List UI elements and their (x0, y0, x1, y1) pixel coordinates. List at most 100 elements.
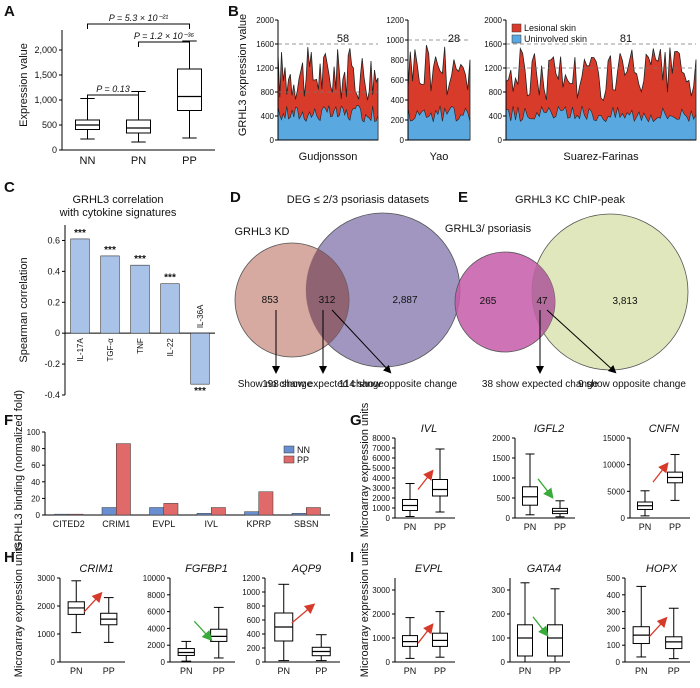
h-crim1-ytick-label: 0 (51, 658, 56, 667)
panel-a-ylabel: Expression value (18, 43, 30, 127)
panel-e-title: GRHL3 KC ChIP-peak (515, 194, 626, 206)
c-significance-label: *** (134, 254, 146, 265)
panel-letter-b: B (228, 3, 239, 20)
g-igfl2-ytick-label: 1500 (492, 454, 510, 463)
a-ytick-label: 500 (42, 120, 57, 130)
b-dataset-name: Gudjonsson (299, 151, 358, 163)
h-crim1-ytick-label: 2000 (37, 602, 55, 611)
g-cnfn-category-label: PN (639, 522, 652, 532)
venn-e-arrow-2 (546, 309, 617, 374)
panel-letter-f: F (4, 412, 13, 429)
venn-d-set-label: GRHL3 KD (234, 226, 289, 238)
f-bar-pp (258, 491, 274, 516)
f-bar-nn (244, 511, 259, 516)
c-ytick-label: -0.4 (44, 390, 60, 400)
panel-letter-e: E (458, 189, 468, 206)
f-bar-nn (291, 513, 307, 516)
venn-e-overlap (531, 263, 555, 334)
h-aqp9-ytick-label: 400 (247, 630, 261, 639)
a-pvalue-bracket (87, 23, 190, 29)
panel-letter-g: G (350, 412, 362, 429)
c-ytick-label: -0.2 (44, 359, 60, 369)
c-bar (190, 332, 210, 385)
g-cnfn-ytick-label: 5000 (607, 487, 625, 496)
b-sample-count: 58 (337, 33, 349, 45)
a-box (177, 68, 202, 111)
c-significance-label: *** (194, 386, 206, 397)
g-igfl2-ytick-label: 2000 (492, 434, 510, 443)
venn-e-set-label: GRHL3/ psoriasis (445, 223, 532, 235)
i-hopx-ytick-label: 200 (607, 624, 621, 633)
f-category-label: KPRP (246, 519, 271, 529)
panel-d-venn: DEG ≤ 2/3 psoriasis datasets GRHL3 KD 85… (234, 194, 461, 390)
i-hopx-ytick-label: 300 (607, 608, 621, 617)
legend-label-lesional: Lesional skin (524, 23, 576, 33)
g-ivl-ytick-label: 0 (386, 514, 391, 523)
gene-title-igfl2: IGFL2 (534, 423, 565, 435)
i-hopx-category-label: PN (635, 666, 648, 676)
b-ytick-label: 0 (270, 136, 275, 145)
i-hopx-ytick-label: 400 (607, 591, 621, 600)
h-fgfbp1-ytick-label: 0 (161, 658, 166, 667)
panel-c-title: GRHL3 correlation (72, 194, 163, 206)
f-category-label: CRIM1 (102, 519, 130, 529)
g-igfl2-ytick-label: 0 (506, 514, 511, 523)
i-gata4-box (517, 624, 533, 657)
venn-e-note-2: 9 show opposite change (578, 379, 686, 390)
trend-arrow-cnfn (652, 462, 669, 483)
a-box (126, 119, 151, 134)
g-cnfn-ytick-label: 10000 (603, 461, 626, 470)
c-bar (100, 255, 120, 334)
c-ytick-label: 0.4 (47, 266, 60, 276)
b-area-uninvolved (505, 105, 697, 141)
h-fgfbp1-ytick-label: 2000 (147, 641, 165, 650)
panel-letter-i: I (350, 549, 354, 566)
i-gata4-category-label: PN (519, 666, 532, 676)
b-dataset-name: Yao (430, 151, 449, 163)
panel-f-ylabel: GRHL3 binding (normalized fold) (13, 390, 25, 550)
venn-d-count-right: 2,887 (392, 295, 417, 306)
venn-d-count-left: 853 (262, 295, 279, 306)
panel-h-boxplots: Microarray expression units 010002000300… (13, 542, 340, 677)
g-cnfn-category-label: PP (669, 522, 681, 532)
a-pvalue-bracket (138, 41, 190, 47)
b-ytick-label: 0 (498, 136, 503, 145)
a-category-label: PP (182, 155, 197, 167)
g-ivl-ytick-label: 2000 (372, 494, 390, 503)
c-category-label: TNF (136, 338, 145, 354)
b-ytick-label: 1600 (484, 40, 502, 49)
i-hopx-box (665, 636, 683, 650)
f-ytick-label: 20 (31, 494, 40, 503)
f-bar-nn (149, 507, 164, 516)
panel-g-ylabel: Microarray expression units (359, 402, 371, 537)
h-aqp9-ytick-label: 1000 (242, 588, 260, 597)
gene-title-aqp9: AQP9 (291, 563, 321, 575)
f-bar-nn (196, 513, 212, 516)
gene-title-fgfbp1: FGFBP1 (185, 563, 228, 575)
panel-g-boxplots: Microarray expression units 010002000300… (359, 402, 690, 537)
c-category-label: IL-36A (196, 304, 205, 328)
h-aqp9-ytick-label: 200 (247, 644, 261, 653)
i-evpl-box (432, 632, 448, 647)
gene-title-gata4: GATA4 (527, 563, 561, 575)
b-ytick-label: 600 (391, 76, 405, 85)
b-ytick-label: 800 (391, 56, 405, 65)
i-hopx-ytick-label: 0 (616, 658, 621, 667)
c-ytick-label: 0.2 (47, 297, 60, 307)
panel-letter-a: A (4, 3, 15, 20)
trend-arrow-evpl (417, 623, 434, 644)
trend-arrow-ivl (417, 469, 434, 490)
venn-e-note-1: 38 show expected change (482, 379, 599, 390)
c-bar (70, 238, 90, 334)
h-fgfbp1-category-label: PP (213, 666, 225, 676)
legend-label-pp: PP (297, 455, 309, 465)
g-igfl2-ytick-label: 1000 (492, 474, 510, 483)
i-hopx-category-label: PP (668, 666, 680, 676)
h-crim1-ytick-label: 3000 (37, 574, 55, 583)
f-bar-pp (211, 507, 226, 516)
gene-title-hopx: HOPX (646, 563, 678, 575)
panel-c-bar: GRHL3 correlation with cytokine signatur… (18, 194, 215, 400)
a-ytick-label: 1,000 (34, 95, 57, 105)
i-gata4-category-label: PP (549, 666, 561, 676)
